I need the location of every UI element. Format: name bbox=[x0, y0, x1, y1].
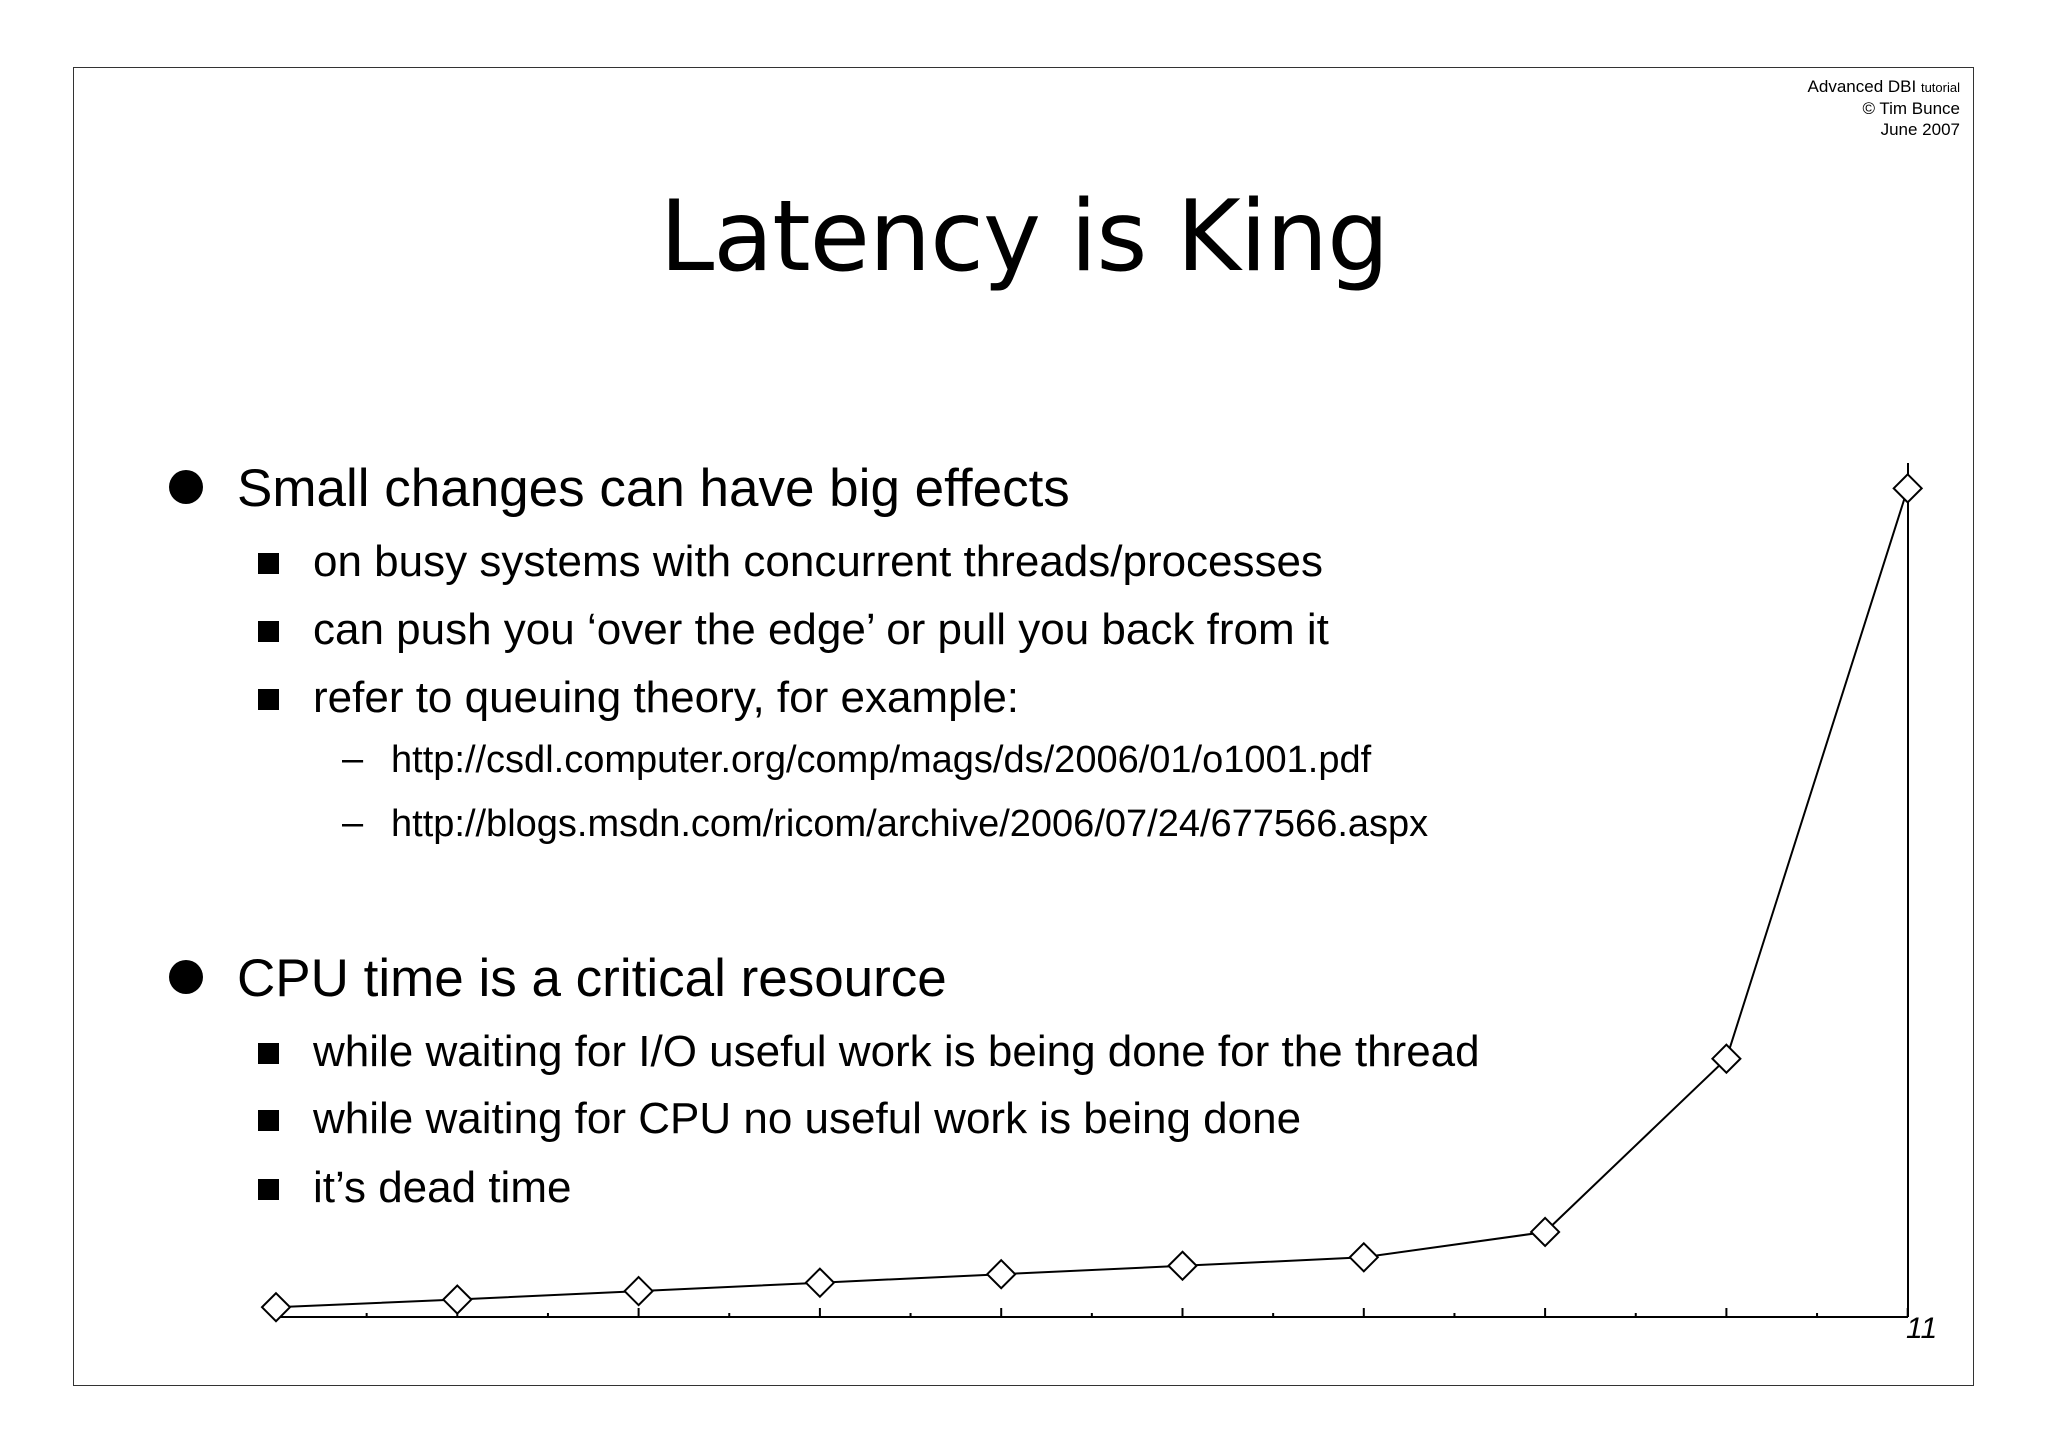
series-markers bbox=[260, 472, 1924, 1323]
dash-bullet-icon: – bbox=[342, 802, 364, 844]
square-bullet-icon bbox=[258, 689, 279, 710]
square-bullet-icon bbox=[258, 1179, 279, 1200]
data-point-diamond bbox=[1529, 1216, 1561, 1248]
page-number: 11 bbox=[1906, 1312, 1938, 1345]
sub-sub-bullet-1: – http://csdl.computer.org/comp/mags/ds/… bbox=[342, 738, 1372, 782]
sub-bullet-1-2: can push you ‘over the edge’ or pull you… bbox=[258, 605, 1329, 655]
sub-bullet-text: can push you ‘over the edge’ or pull you… bbox=[313, 605, 1329, 654]
sub-bullet-2-3: it’s dead time bbox=[258, 1163, 572, 1213]
series-line bbox=[275, 488, 1909, 1309]
sub-bullet-text: while waiting for I/O useful work is bei… bbox=[313, 1027, 1480, 1076]
slide-header-meta: Advanced DBI tutorial © Tim Bunce June 2… bbox=[1808, 76, 1960, 140]
reference-link-1[interactable]: http://csdl.computer.org/comp/mags/ds/20… bbox=[391, 739, 1372, 781]
data-point-diamond bbox=[985, 1258, 1017, 1290]
x-axis-ticks bbox=[275, 1308, 1909, 1317]
sub-sub-bullet-2: – http://blogs.msdn.com/ricom/archive/20… bbox=[342, 802, 1429, 846]
data-point-diamond bbox=[1710, 1043, 1742, 1075]
bullet-1-text: Small changes can have big effects bbox=[237, 459, 1070, 518]
square-bullet-icon bbox=[258, 1110, 279, 1131]
meta-date: June 2007 bbox=[1880, 120, 1960, 139]
bullet-dot-icon bbox=[169, 960, 203, 994]
sub-bullet-text: while waiting for CPU no useful work is … bbox=[313, 1094, 1302, 1143]
data-point-diamond bbox=[623, 1275, 655, 1307]
meta-course-small: tutorial bbox=[1920, 80, 1960, 95]
sub-bullet-text: refer to queuing theory, for example: bbox=[313, 673, 1020, 722]
data-point-diamond bbox=[1348, 1241, 1380, 1273]
slide-title: Latency is King bbox=[659, 180, 1390, 294]
square-bullet-icon bbox=[258, 553, 279, 574]
bullet-1: Small changes can have big effects bbox=[169, 458, 1070, 519]
bullet-2: CPU time is a critical resource bbox=[169, 948, 947, 1009]
sub-bullet-text: on busy systems with concurrent threads/… bbox=[313, 537, 1324, 586]
square-bullet-icon bbox=[258, 1043, 279, 1064]
square-bullet-icon bbox=[258, 621, 279, 642]
data-point-diamond bbox=[1892, 472, 1924, 504]
sub-bullet-1-1: on busy systems with concurrent threads/… bbox=[258, 537, 1324, 587]
bullet-dot-icon bbox=[169, 470, 203, 504]
data-point-diamond bbox=[441, 1284, 473, 1315]
sub-bullet-1-3: refer to queuing theory, for example: bbox=[258, 673, 1020, 723]
slide-frame bbox=[73, 67, 1974, 1386]
reference-link-2[interactable]: http://blogs.msdn.com/ricom/archive/2006… bbox=[391, 803, 1429, 845]
meta-author: © Tim Bunce bbox=[1862, 99, 1960, 118]
sub-bullet-text: it’s dead time bbox=[313, 1163, 572, 1212]
data-point-diamond bbox=[804, 1267, 836, 1299]
sub-bullet-2-2: while waiting for CPU no useful work is … bbox=[258, 1094, 1302, 1144]
data-point-diamond bbox=[260, 1291, 292, 1323]
dash-bullet-icon: – bbox=[342, 738, 364, 780]
sub-bullet-2-1: while waiting for I/O useful work is bei… bbox=[258, 1027, 1480, 1077]
bullet-2-text: CPU time is a critical resource bbox=[237, 949, 947, 1008]
data-point-diamond bbox=[1167, 1250, 1198, 1282]
meta-course: Advanced DBI bbox=[1807, 77, 1917, 96]
